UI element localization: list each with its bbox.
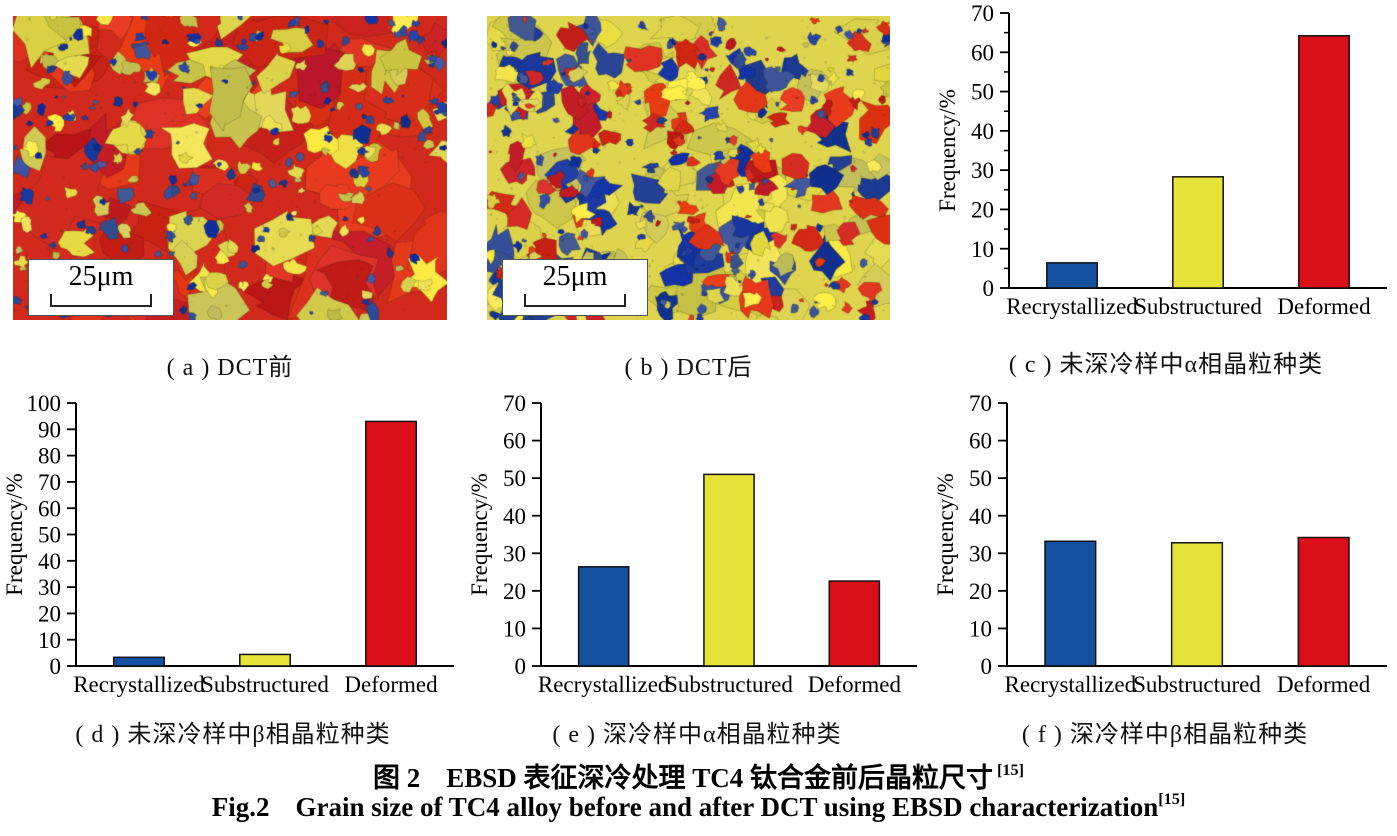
svg-text:30: 30 bbox=[971, 158, 994, 183]
svg-text:0: 0 bbox=[981, 654, 993, 679]
svg-text:40: 40 bbox=[971, 119, 994, 144]
svg-text:10: 10 bbox=[38, 628, 61, 653]
chart-caption-f: ( f ) 深冷样中β相晶粒种类 bbox=[1021, 722, 1309, 748]
ebsd-micrograph-a: 25μm bbox=[13, 16, 447, 320]
svg-text:50: 50 bbox=[971, 80, 994, 105]
svg-text:50: 50 bbox=[969, 466, 992, 491]
svg-text:50: 50 bbox=[38, 523, 61, 548]
svg-text:70: 70 bbox=[971, 1, 994, 26]
figure-caption-zh: 图 2 EBSD 表征深冷处理 TC4 钛合金前后晶粒尺寸 [15] bbox=[0, 756, 1397, 795]
svg-text:100: 100 bbox=[27, 391, 62, 416]
svg-text:20: 20 bbox=[503, 579, 526, 604]
figure-caption-zh-label: 图 2 bbox=[372, 763, 421, 793]
scale-bar-label-a: 25μm bbox=[68, 261, 134, 292]
svg-text:30: 30 bbox=[38, 575, 61, 600]
svg-text:Recrystallized: Recrystallized bbox=[1006, 294, 1138, 319]
svg-text:40: 40 bbox=[38, 549, 61, 574]
svg-text:70: 70 bbox=[503, 391, 526, 416]
svg-text:70: 70 bbox=[969, 391, 992, 416]
svg-text:80: 80 bbox=[38, 444, 61, 469]
figure-caption-zh-ref: [15] bbox=[997, 761, 1024, 779]
svg-text:30: 30 bbox=[503, 541, 526, 566]
ebsd-micrograph-b: 25μm bbox=[487, 16, 890, 320]
svg-text:Substructured: Substructured bbox=[665, 672, 793, 697]
figure-caption-en-ref: [15] bbox=[1158, 790, 1186, 808]
svg-text:10: 10 bbox=[503, 616, 526, 641]
figure-caption-zh-text: EBSD 表征深冷处理 TC4 钛合金前后晶粒尺寸 bbox=[446, 763, 994, 793]
svg-text:60: 60 bbox=[971, 40, 994, 65]
svg-text:Deformed: Deformed bbox=[1277, 672, 1371, 697]
svg-text:60: 60 bbox=[969, 429, 992, 454]
svg-text:10: 10 bbox=[969, 616, 992, 641]
svg-text:Frequency/%: Frequency/% bbox=[933, 473, 958, 596]
bar-chart-e: 0 10 20 30 40 50 60 70 Recrystallized Substructur… bbox=[467, 390, 927, 712]
chart-caption-d: ( d ) 未深冷样中β相晶粒种类 bbox=[75, 722, 391, 748]
svg-text:20: 20 bbox=[38, 601, 61, 626]
svg-text:20: 20 bbox=[969, 579, 992, 604]
svg-text:40: 40 bbox=[503, 504, 526, 529]
svg-text:0: 0 bbox=[515, 654, 527, 679]
scale-bar-bracket-icon bbox=[524, 294, 626, 307]
bar-chart-d: 0 10 20 30 40 50 60 70 80 90 100 Recrystallized Subs… bbox=[2, 390, 464, 712]
svg-text:Frequency/%: Frequency/% bbox=[467, 473, 492, 596]
svg-text:Frequency/%: Frequency/% bbox=[935, 89, 960, 212]
svg-text:Recrystallized: Recrystallized bbox=[538, 672, 670, 697]
svg-text:70: 70 bbox=[38, 470, 61, 495]
svg-text:30: 30 bbox=[969, 541, 992, 566]
svg-text:Substructured: Substructured bbox=[1133, 672, 1261, 697]
svg-text:Substructured: Substructured bbox=[1134, 294, 1262, 319]
bar-chart-c: 0 10 20 30 40 50 60 70 Recrystallized Substructur… bbox=[935, 0, 1397, 334]
figure-caption-en: Fig.2 Grain size of TC4 alloy before and … bbox=[0, 790, 1397, 823]
scale-bar-bracket-icon bbox=[50, 294, 152, 307]
svg-text:0: 0 bbox=[50, 654, 62, 679]
chart-caption-e: ( e ) 深冷样中α相晶粒种类 bbox=[552, 722, 842, 748]
figure-caption-en-text: Grain size of TC4 alloy before and after… bbox=[295, 792, 1159, 822]
svg-text:Recrystallized: Recrystallized bbox=[1005, 672, 1137, 697]
svg-text:40: 40 bbox=[969, 504, 992, 529]
caption-a: ( a ) DCT前 bbox=[166, 355, 294, 381]
svg-text:10: 10 bbox=[971, 237, 994, 262]
chart-caption-c: ( c ) 未深冷样中α相晶粒种类 bbox=[1008, 352, 1324, 378]
scale-bar-a: 25μm bbox=[28, 259, 174, 316]
bar-chart-f: 0 10 20 30 40 50 60 70 Recrystallized Substructur… bbox=[933, 390, 1397, 712]
svg-text:20: 20 bbox=[971, 197, 994, 222]
figure-caption-en-label: Fig.2 bbox=[211, 792, 270, 822]
svg-text:0: 0 bbox=[983, 276, 995, 301]
caption-b: ( b ) DCT后 bbox=[624, 355, 753, 381]
scale-bar-label-b: 25μm bbox=[542, 261, 608, 292]
svg-text:Deformed: Deformed bbox=[808, 672, 902, 697]
scale-bar-b: 25μm bbox=[502, 259, 648, 316]
svg-text:Deformed: Deformed bbox=[344, 672, 438, 697]
svg-text:Frequency/%: Frequency/% bbox=[2, 473, 27, 596]
svg-text:90: 90 bbox=[38, 417, 61, 442]
svg-text:Deformed: Deformed bbox=[1277, 294, 1371, 319]
svg-text:60: 60 bbox=[503, 429, 526, 454]
svg-text:60: 60 bbox=[38, 496, 61, 521]
svg-text:Recrystallized: Recrystallized bbox=[73, 672, 205, 697]
svg-text:50: 50 bbox=[503, 466, 526, 491]
svg-text:Substructured: Substructured bbox=[201, 672, 329, 697]
